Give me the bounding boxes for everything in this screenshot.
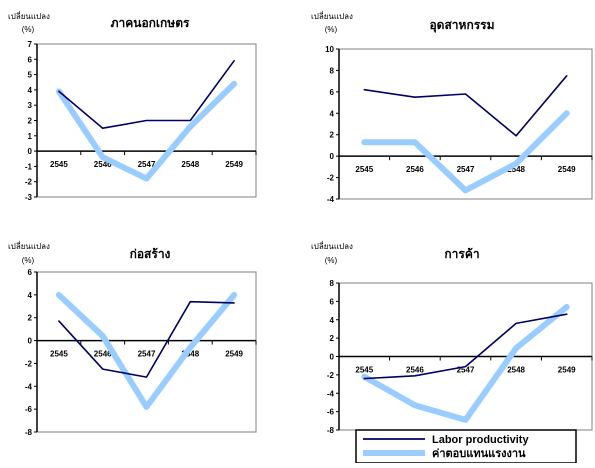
y-tick-label: -4: [327, 389, 335, 398]
y-tick-label: -2: [327, 174, 335, 183]
x-tick-label: 2549: [558, 366, 576, 375]
x-tick-label: 2547: [457, 366, 475, 375]
y-axis-unit: (%): [22, 25, 35, 34]
x-tick-label: 2547: [138, 350, 156, 359]
x-tick-label: 2548: [181, 350, 199, 359]
y-axis-label: เปลี่ยนแปลง: [8, 10, 50, 21]
x-tick-label: 2545: [355, 165, 373, 174]
y-tick-label: 1: [28, 132, 33, 141]
y-tick-label: -2: [327, 371, 335, 380]
x-tick-label: 2548: [507, 165, 525, 174]
y-tick-label: 7: [28, 40, 33, 49]
legend-label: ค่าตอบแทนแรงงาน: [432, 448, 526, 460]
x-tick-label: 2546: [406, 366, 424, 375]
x-tick-label: 2545: [50, 350, 68, 359]
y-tick-label: -6: [327, 408, 335, 417]
x-tick-label: 2549: [558, 165, 576, 174]
series-line-compensation: [361, 303, 570, 423]
series-line-labor-productivity: [363, 313, 568, 380]
y-tick-label: -4: [327, 195, 335, 204]
series-line-compensation: [55, 291, 238, 410]
y-tick-label: 4: [28, 86, 33, 95]
y-tick-label: 3: [28, 101, 33, 110]
y-tick-label: -2: [25, 178, 33, 187]
y-axis-label: เปลี่ยนแปลง: [311, 10, 353, 21]
x-tick-label: 2548: [507, 366, 525, 375]
series-line-labor-productivity: [58, 59, 235, 129]
chart-title: ภาคนอกเกษตร: [111, 16, 190, 30]
y-tick-label: 6: [28, 268, 33, 277]
y-tick-label: 0: [28, 337, 33, 346]
chart-title: อุดสาหกรรม: [429, 18, 494, 33]
y-tick-label: -6: [25, 405, 33, 414]
y-tick-label: 0: [330, 152, 335, 161]
y-axis-label: เปลี่ยนแปลง: [311, 240, 353, 251]
y-tick-label: -8: [25, 428, 33, 437]
x-tick-label: 2547: [457, 165, 475, 174]
y-axis-label: เปลี่ยนแปลง: [8, 240, 50, 251]
x-tick-label: 2546: [94, 160, 112, 169]
y-tick-label: 4: [28, 291, 33, 300]
y-axis-unit: (%): [325, 25, 338, 34]
y-tick-label: -2: [25, 359, 33, 368]
chart-title: การค้า: [444, 247, 479, 261]
y-tick-label: -8: [327, 426, 335, 435]
y-tick-label: 2: [28, 117, 33, 126]
y-tick-label: 0: [330, 353, 335, 362]
y-tick-label: 6: [330, 88, 335, 97]
y-axis-unit: (%): [325, 256, 338, 265]
y-tick-label: -3: [25, 193, 33, 202]
y-axis-unit: (%): [22, 256, 35, 265]
y-tick-label: 2: [330, 131, 335, 140]
x-tick-label: 2545: [50, 160, 68, 169]
y-tick-label: -1: [25, 162, 33, 171]
series-line-labor-productivity: [58, 300, 235, 378]
x-tick-label: 2546: [94, 350, 112, 359]
legend-box: [355, 429, 577, 464]
y-tick-label: 0: [28, 147, 33, 156]
x-tick-label: 2546: [406, 165, 424, 174]
series-line-labor-productivity: [363, 75, 568, 137]
x-tick-label: 2549: [225, 160, 243, 169]
y-tick-label: 2: [28, 314, 33, 323]
y-tick-label: 4: [330, 316, 335, 325]
chart-title: ก่อสร้าง: [130, 247, 171, 261]
y-tick-label: 6: [28, 55, 33, 64]
y-tick-label: 8: [330, 66, 335, 75]
series-line-compensation: [55, 80, 238, 182]
y-tick-label: 5: [28, 71, 33, 80]
y-tick-label: 2: [330, 334, 335, 343]
x-tick-label: 2545: [355, 366, 373, 375]
y-tick-label: 4: [330, 109, 335, 118]
legend-label: Labor productivity: [432, 434, 529, 446]
x-tick-label: 2547: [138, 160, 156, 169]
y-tick-label: 10: [325, 45, 334, 54]
x-tick-label: 2549: [225, 350, 243, 359]
series-line-compensation: [361, 110, 570, 194]
y-tick-label: 8: [330, 279, 335, 288]
y-tick-label: -4: [25, 382, 33, 391]
y-tick-label: 6: [330, 297, 335, 306]
x-tick-label: 2548: [181, 160, 199, 169]
